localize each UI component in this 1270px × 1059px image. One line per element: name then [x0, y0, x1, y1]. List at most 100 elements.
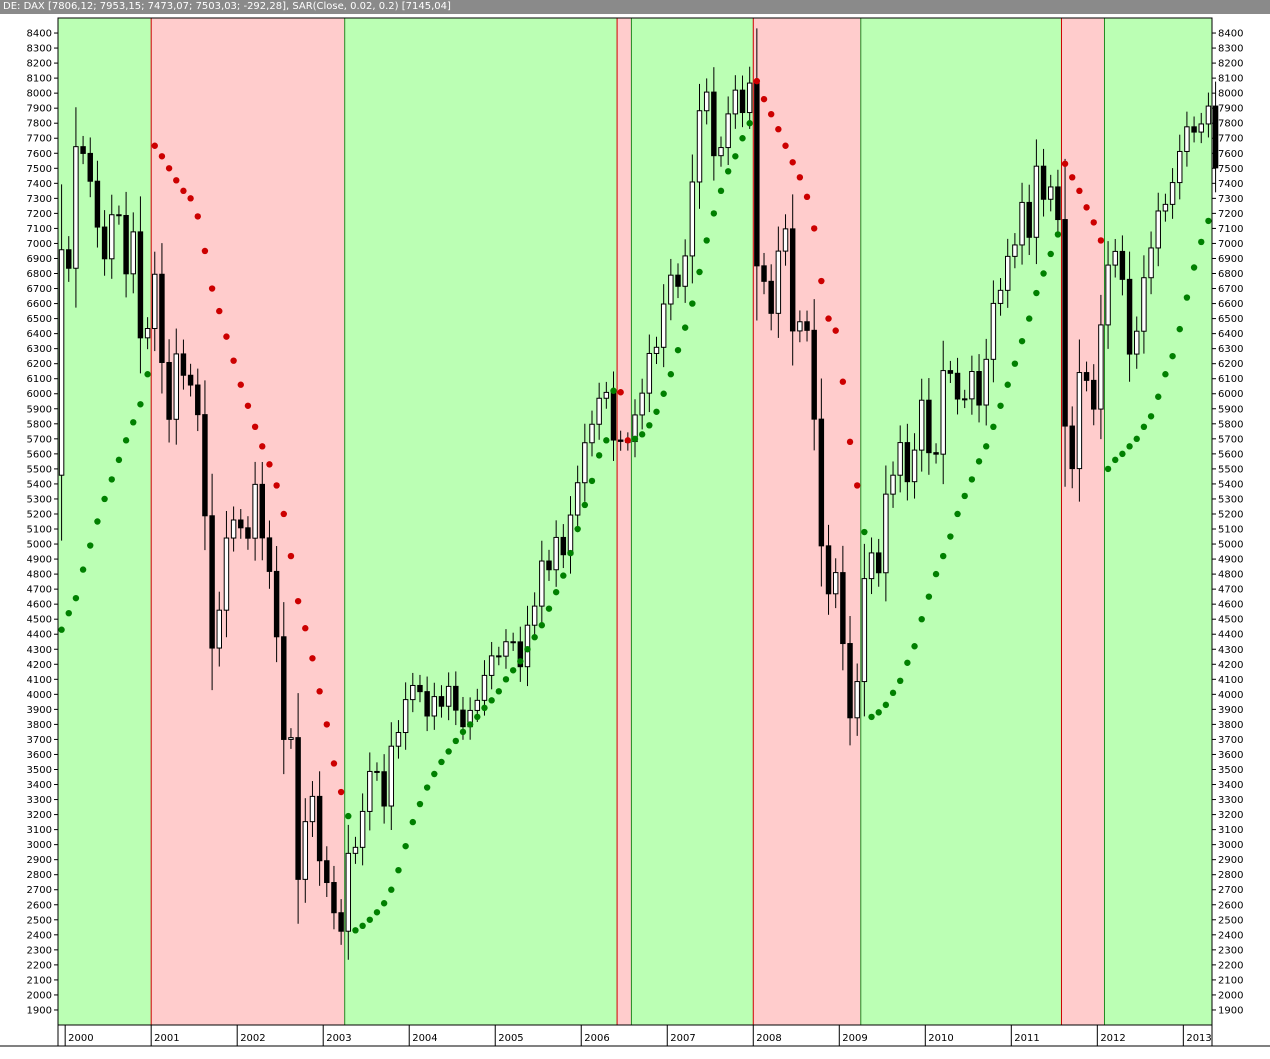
sar-dot: [144, 371, 151, 378]
candle-up: [1012, 244, 1018, 257]
y-tick-label-left: 2600: [27, 900, 52, 911]
x-tick-label: 2013: [1186, 1033, 1211, 1044]
zone-bear: [1061, 18, 1105, 1025]
candle-down: [101, 226, 108, 260]
candle-up: [668, 274, 674, 305]
sar-dot: [194, 213, 201, 220]
candle-down: [1026, 201, 1032, 238]
sar-dot: [875, 709, 882, 716]
y-tick-label-right: 2300: [1218, 945, 1243, 956]
candle-up: [302, 821, 309, 880]
y-tick-label-left: 7000: [27, 239, 52, 250]
sar-dot: [897, 677, 904, 685]
sar-dot: [517, 658, 524, 665]
y-tick-label-left: 5400: [27, 479, 52, 490]
candle-down: [904, 442, 911, 483]
sar-dot: [474, 713, 481, 721]
sar-dot: [94, 518, 101, 525]
sar-dot: [115, 456, 123, 464]
sar-dot: [524, 646, 531, 653]
sar-dot: [810, 225, 818, 232]
sar-dot: [180, 187, 187, 195]
candle-up: [1112, 250, 1118, 266]
candle-down: [768, 280, 774, 314]
sar-dot: [1198, 238, 1205, 246]
y-tick-label-left: 7300: [27, 194, 52, 205]
candle-up: [58, 249, 65, 476]
dax-chart[interactable]: 1900 2000 2100 2200 2300 2400 2500 2600 2700 2800…: [0, 14, 1270, 1059]
sar-dot: [502, 676, 510, 683]
candle-up: [488, 655, 495, 676]
y-tick-label-right: 2800: [1218, 870, 1243, 881]
candle-down: [933, 452, 939, 455]
sar-dot: [868, 713, 875, 721]
sar-dot: [466, 721, 474, 728]
sar-dot: [753, 77, 761, 85]
sar-dot: [345, 812, 352, 820]
sar-dot: [567, 549, 574, 557]
candle-up: [531, 605, 538, 626]
y-tick-label-right: 3600: [1218, 750, 1243, 761]
sar-dot: [165, 165, 173, 172]
y-tick-label-right: 4500: [1218, 615, 1243, 626]
candle-down: [976, 371, 982, 406]
candle-up: [1076, 372, 1083, 470]
y-tick-label-left: 1900: [27, 1005, 52, 1016]
y-tick-label-right: 6400: [1218, 329, 1243, 340]
candle-up: [152, 273, 158, 330]
candle-down: [761, 265, 767, 282]
sar-dot: [1026, 315, 1033, 322]
candle-down: [259, 483, 266, 539]
candle-up: [109, 214, 115, 260]
sar-dot: [423, 784, 431, 791]
sar-dot: [990, 423, 997, 431]
sar-dot: [1047, 250, 1054, 258]
y-tick-label-right: 2400: [1218, 930, 1243, 941]
y-tick-label-left: 4400: [27, 630, 52, 641]
candle-up: [1198, 123, 1204, 133]
sar-dot: [932, 570, 940, 578]
y-tick-label-left: 4000: [27, 690, 52, 701]
sar-dot: [158, 153, 166, 160]
sar-dot: [681, 324, 689, 331]
candle-down: [66, 249, 72, 269]
sar-dot: [775, 126, 782, 133]
y-tick-label-left: 6300: [27, 344, 52, 355]
y-tick-label-right: 7300: [1218, 194, 1243, 205]
candle-down: [381, 771, 387, 807]
sar-dot: [122, 437, 130, 444]
candle-up: [746, 82, 753, 114]
y-tick-label-left: 2500: [27, 915, 52, 926]
y-tick-label-right: 5100: [1218, 525, 1243, 536]
sar-dot: [1097, 237, 1105, 244]
candle-up: [732, 89, 739, 115]
candle-up: [1019, 201, 1025, 246]
candle-down: [273, 570, 280, 638]
y-tick-label-left: 8000: [27, 89, 52, 100]
candle-down: [137, 231, 144, 339]
candle-down: [560, 536, 567, 556]
y-tick-label-left: 3300: [27, 795, 52, 806]
sar-dot: [710, 210, 718, 217]
sar-dot: [552, 588, 560, 596]
candle-down: [94, 180, 101, 228]
y-tick-label-right: 8400: [1218, 29, 1243, 40]
candle-down: [1055, 186, 1061, 221]
sar-dot: [173, 177, 180, 184]
y-tick-label-right: 8000: [1218, 89, 1243, 100]
y-tick-label-left: 4600: [27, 600, 52, 611]
sar-dot: [861, 528, 868, 536]
trend-boundaries: [150, 18, 1105, 1025]
y-tick-label-left: 8100: [27, 74, 52, 85]
y-tick-label-right: 5000: [1218, 540, 1243, 551]
candle-up: [603, 391, 610, 399]
sar-dot: [79, 566, 87, 573]
sar-dot: [1190, 264, 1198, 271]
candle-up: [861, 578, 868, 683]
candle-down: [818, 418, 825, 547]
y-tick-label-right: 4400: [1218, 630, 1243, 641]
sar-dot: [1076, 187, 1083, 195]
x-tick-label: 2008: [756, 1033, 781, 1044]
x-tick-label: 2011: [1014, 1033, 1039, 1044]
candle-up: [1134, 330, 1140, 355]
